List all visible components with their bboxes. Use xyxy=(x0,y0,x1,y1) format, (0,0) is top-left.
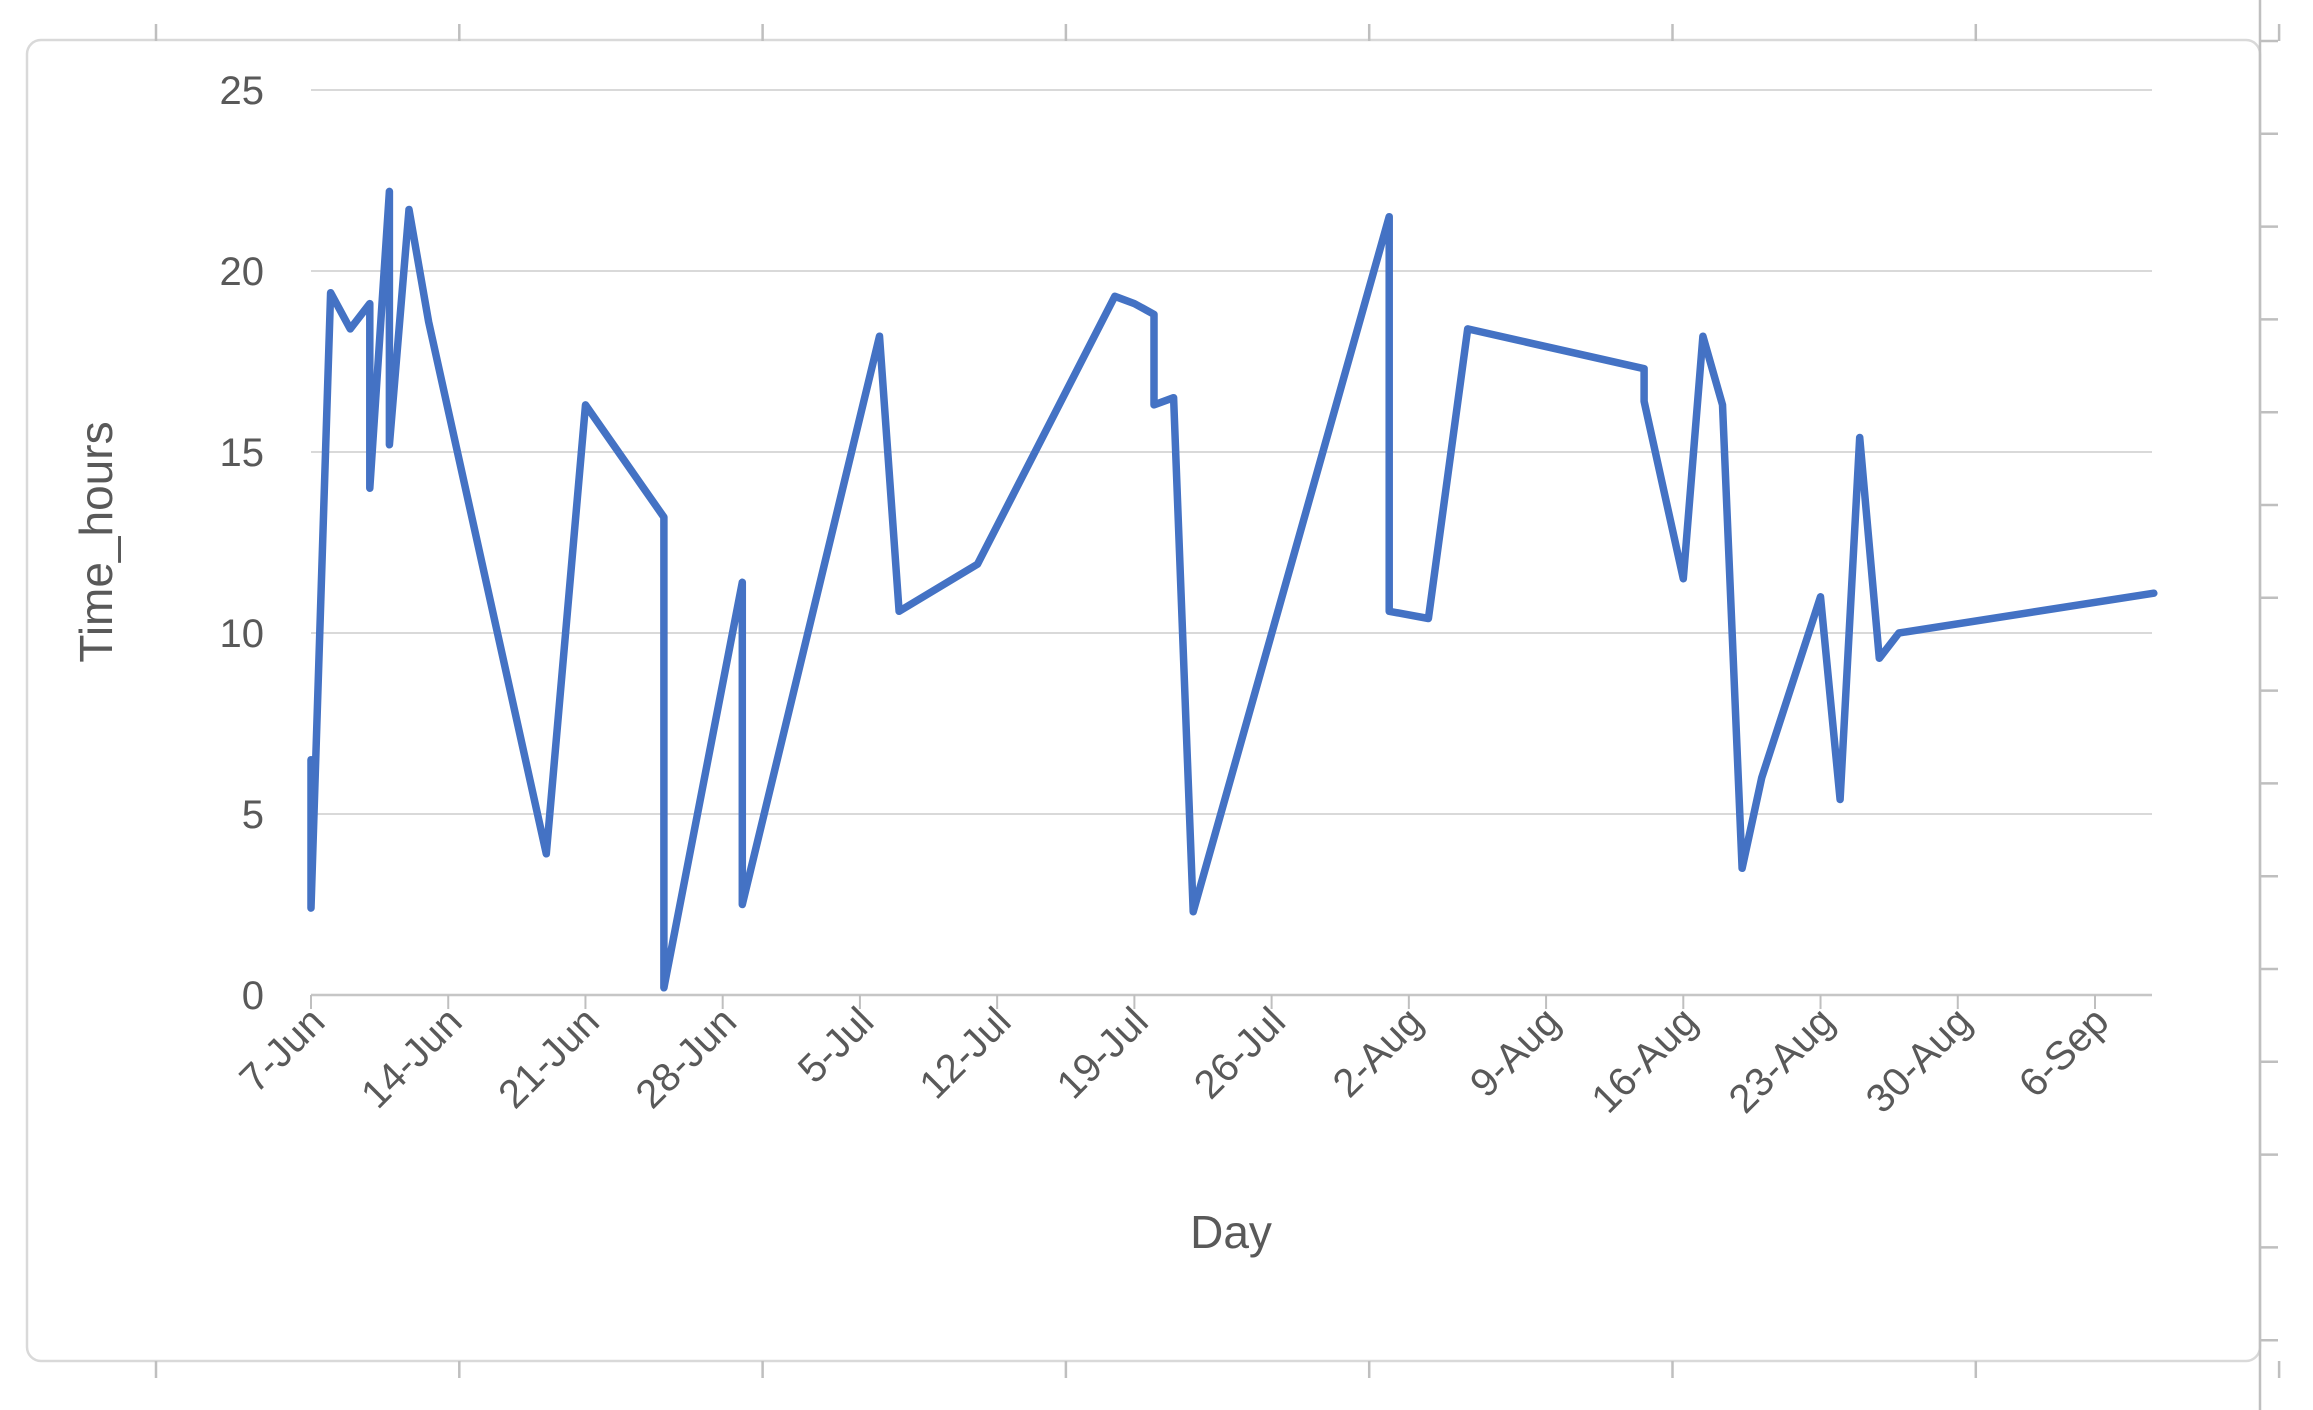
svg-text:10: 10 xyxy=(220,612,265,656)
series-line-time-hours xyxy=(307,187,2158,992)
x-axis-line-and-ticks xyxy=(310,993,2152,1009)
top-edge-neighbor-ticks xyxy=(154,24,2281,41)
svg-text:25: 25 xyxy=(220,69,265,113)
y-axis-title: Time_hours xyxy=(70,421,122,662)
right-edge-neighbor-axis xyxy=(2258,0,2278,1410)
svg-text:20: 20 xyxy=(220,250,265,294)
chart-frame[interactable] xyxy=(25,38,2262,1363)
svg-text:15: 15 xyxy=(220,431,265,475)
horizontal-gridlines xyxy=(311,89,2152,815)
y-axis-tick-labels: 0 5 10 15 20 25 xyxy=(220,69,265,1018)
x-axis-title: Day xyxy=(1190,1206,1272,1258)
bottom-edge-neighbor-ticks xyxy=(154,1361,2281,1378)
svg-text:5: 5 xyxy=(242,793,264,837)
svg-text:0: 0 xyxy=(242,974,264,1018)
